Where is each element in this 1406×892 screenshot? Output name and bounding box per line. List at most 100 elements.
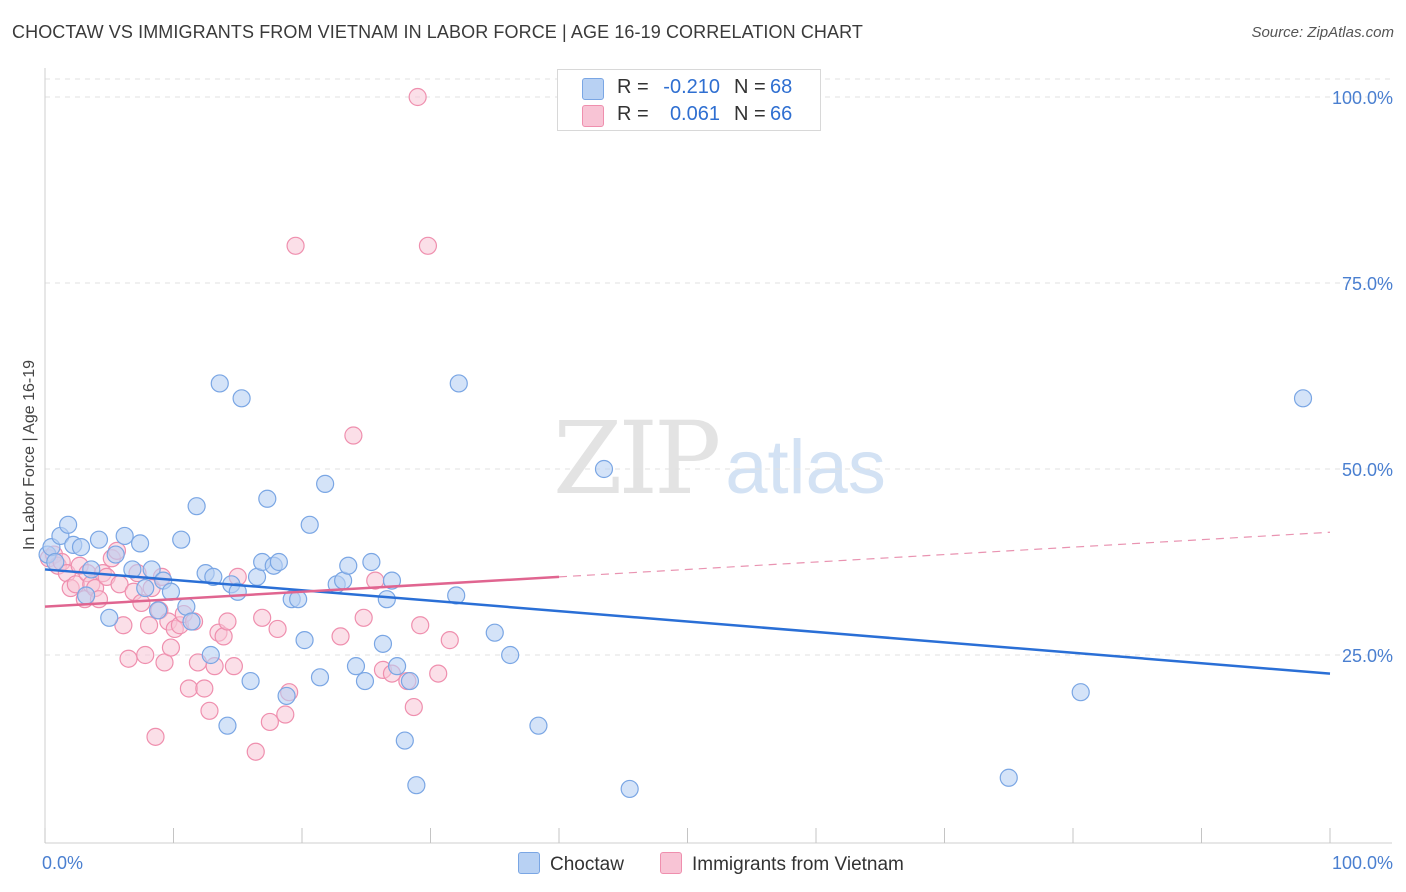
choctaw-point bbox=[232, 389, 251, 408]
choctaw-point bbox=[362, 552, 381, 572]
choctaw-point bbox=[89, 530, 109, 549]
vietnam-point bbox=[276, 705, 295, 724]
choctaw-point bbox=[407, 776, 426, 795]
choctaw-point bbox=[130, 534, 150, 553]
choctaw-point bbox=[594, 459, 614, 479]
vietnam-point bbox=[286, 236, 305, 255]
choctaw-point bbox=[377, 590, 396, 609]
bottom-legend-choctaw: Choctaw bbox=[518, 852, 624, 876]
bottom-legend-label-vietnam: Immigrants from Vietnam bbox=[692, 854, 904, 875]
choctaw-point bbox=[382, 571, 402, 590]
choctaw-point bbox=[277, 686, 296, 706]
legend-r-value: -0.210 bbox=[663, 76, 720, 98]
choctaw-point bbox=[316, 474, 335, 493]
chart-title: CHOCTAW VS IMMIGRANTS FROM VIETNAM IN LA… bbox=[12, 22, 864, 42]
choctaw-point bbox=[106, 545, 125, 564]
vietnam-point bbox=[260, 712, 279, 732]
vietnam-point bbox=[132, 593, 151, 613]
choctaw-point bbox=[46, 552, 65, 572]
choctaw-point bbox=[310, 668, 330, 687]
series-choctaw-points bbox=[38, 374, 1313, 799]
vietnam-point bbox=[161, 638, 181, 657]
bottom-legend-vietnam: Immigrants from Vietnam bbox=[660, 852, 904, 876]
vietnam-point bbox=[139, 616, 159, 635]
source-credit: Source: ZipAtlas.com bbox=[1251, 24, 1394, 41]
watermark-atlas: atlas bbox=[725, 425, 886, 510]
choctaw-point bbox=[100, 608, 119, 627]
choctaw-point bbox=[620, 779, 639, 799]
vietnam-point bbox=[354, 608, 373, 627]
choctaw-point bbox=[172, 530, 191, 549]
vietnam-point bbox=[179, 679, 199, 698]
choctaw-point bbox=[241, 671, 260, 691]
grid-lines bbox=[45, 78, 1392, 656]
choctaw-point bbox=[123, 560, 142, 579]
choctaw-point bbox=[387, 657, 407, 676]
choctaw-point bbox=[82, 560, 101, 579]
legend-n-value: 68 bbox=[770, 76, 793, 98]
trend-lines bbox=[44, 531, 1331, 675]
choctaw-point bbox=[999, 768, 1018, 787]
y-tick-label: 25.0% bbox=[1342, 646, 1393, 666]
vietnam-trend-line bbox=[44, 575, 560, 608]
vietnam-point bbox=[268, 619, 287, 639]
vietnam-point bbox=[411, 616, 430, 635]
choctaw-point bbox=[115, 526, 134, 546]
axes bbox=[44, 68, 1392, 844]
choctaw-point bbox=[485, 623, 504, 642]
vietnam-point bbox=[114, 616, 133, 635]
choctaw-point bbox=[449, 374, 468, 393]
vietnam-point bbox=[200, 701, 219, 720]
choctaw-point bbox=[400, 671, 420, 691]
legend-swatch-vietnam bbox=[582, 105, 604, 127]
vietnam-point bbox=[344, 426, 363, 445]
x-tick-label: 100.0% bbox=[1332, 853, 1393, 873]
y-tick-label: 50.0% bbox=[1342, 460, 1393, 480]
vietnam-point bbox=[136, 645, 155, 665]
choctaw-point bbox=[161, 582, 181, 601]
legend-swatch-choctaw bbox=[582, 78, 604, 100]
vietnam-trend-extension bbox=[558, 531, 1331, 578]
vietnam-point bbox=[146, 727, 165, 746]
vietnam-point bbox=[218, 612, 237, 631]
choctaw-point bbox=[59, 515, 78, 534]
choctaw-point bbox=[136, 578, 155, 598]
legend: R = -0.210 N = 68 R = 0.061 N = 66 bbox=[557, 69, 821, 131]
choctaw-point bbox=[182, 612, 201, 631]
watermark-zip: ZIP bbox=[553, 400, 721, 517]
choctaw-point bbox=[1071, 683, 1090, 702]
y-tick-label: 75.0% bbox=[1342, 274, 1393, 294]
choctaw-point bbox=[71, 538, 91, 557]
vietnam-point bbox=[214, 627, 233, 646]
choctaw-point bbox=[187, 497, 206, 516]
vietnam-point bbox=[440, 631, 459, 650]
vietnam-point bbox=[195, 679, 214, 698]
legend-n-label: N = bbox=[734, 76, 766, 98]
choctaw-point bbox=[395, 731, 414, 750]
choctaw-point bbox=[258, 489, 277, 508]
vietnam-point bbox=[119, 649, 138, 668]
choctaw-point bbox=[210, 374, 229, 393]
y-tick-label: 100.0% bbox=[1332, 88, 1393, 108]
vietnam-point bbox=[224, 657, 243, 676]
choctaw-point bbox=[1293, 389, 1313, 408]
choctaw-point bbox=[339, 556, 358, 575]
choctaw-point bbox=[300, 515, 319, 534]
watermark: ZIP atlas bbox=[553, 400, 886, 517]
vietnam-point bbox=[404, 697, 423, 717]
choctaw-point bbox=[501, 645, 520, 665]
vietnam-point bbox=[429, 664, 448, 683]
legend-r-value: 0.061 bbox=[669, 103, 720, 125]
vietnam-point bbox=[253, 608, 272, 627]
choctaw-point bbox=[204, 567, 223, 586]
choctaw-point bbox=[269, 552, 288, 572]
legend-n-value: 66 bbox=[770, 103, 793, 125]
legend-r-label: R = bbox=[617, 103, 649, 125]
vietnam-point bbox=[246, 742, 265, 761]
bottom-legend-swatch-choctaw bbox=[518, 852, 540, 874]
bottom-legend-swatch-vietnam bbox=[660, 852, 682, 874]
legend-r-label: R = bbox=[617, 76, 649, 98]
bottom-legend-label-choctaw: Choctaw bbox=[550, 854, 624, 875]
choctaw-point bbox=[201, 645, 220, 665]
